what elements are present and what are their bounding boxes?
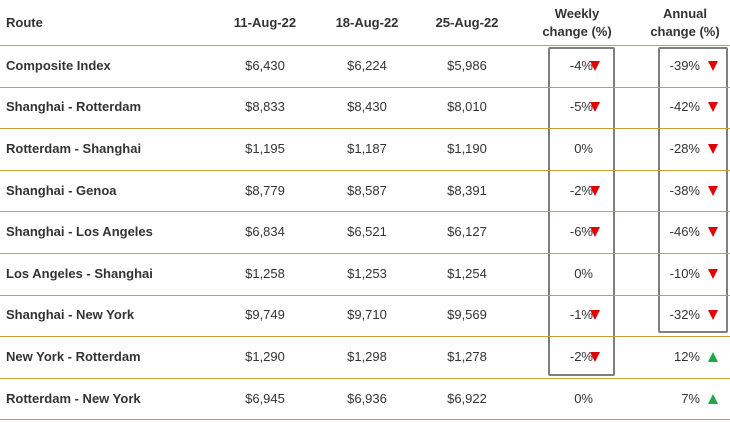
- table-cell: -2%: [569, 349, 593, 364]
- table-cell: 0%: [574, 141, 593, 156]
- table-cell: $1,195: [245, 141, 285, 156]
- route-name: Rotterdam - Shanghai: [6, 141, 142, 156]
- table-cell: $8,779: [245, 182, 285, 198]
- route-name: Shanghai - New York: [6, 307, 135, 323]
- table-cell: $8,430: [347, 99, 387, 115]
- table-cell: $9,710: [347, 307, 387, 323]
- route-name: New York - Rotterdam: [6, 349, 141, 364]
- row-divider: [0, 211, 730, 213]
- table-cell: 0%: [574, 265, 593, 281]
- table-cell: $1,253: [347, 265, 387, 281]
- table-cell: -6%: [569, 224, 593, 240]
- table-cell: $1,298: [347, 349, 387, 364]
- table-cell: $6,521: [347, 224, 387, 240]
- row-divider: [0, 45, 730, 46]
- column-header: 11-Aug-22: [233, 15, 297, 30]
- row-divider: [0, 86, 730, 88]
- column-header: Weekly: [554, 6, 600, 21]
- route-name: Shanghai - Genoa: [6, 182, 117, 198]
- table-cell: 12%: [673, 349, 700, 364]
- table-cell: $1,254: [447, 265, 487, 281]
- route-name: Shanghai - Rotterdam: [6, 99, 142, 115]
- column-header: Route: [6, 15, 43, 30]
- row-divider: [0, 253, 730, 254]
- column-header: 25-Aug-22: [435, 15, 499, 30]
- table-cell: 7%: [681, 390, 700, 406]
- arrow-icon: [590, 60, 600, 71]
- arrow-icon: [590, 310, 600, 321]
- table-cell: $9,569: [447, 307, 487, 323]
- table-cell: $6,936: [347, 390, 387, 406]
- table-cell: $8,833: [245, 99, 285, 115]
- table-cell: -32%: [669, 307, 700, 323]
- arrow-icon: [708, 352, 718, 362]
- arrow-icon: [708, 227, 718, 238]
- row-divider: [0, 377, 730, 379]
- table-cell: -46%: [669, 224, 700, 240]
- table-cell: $6,224: [347, 57, 387, 73]
- arrow-icon: [708, 102, 718, 113]
- table-cell: -5%: [569, 99, 593, 115]
- table-cell: $6,922: [447, 390, 487, 406]
- row-divider: [0, 128, 730, 130]
- route-name: Shanghai - Los Angeles: [6, 224, 153, 240]
- table-cell: $9,749: [245, 307, 285, 323]
- route-name: Los Angeles - Shanghai: [6, 265, 153, 281]
- table-cell: -1%: [569, 307, 593, 323]
- row-divider: [0, 419, 730, 421]
- arrow-icon: [590, 102, 600, 113]
- row-divider: [0, 294, 730, 296]
- arrow-icon: [590, 352, 600, 362]
- arrow-icon: [708, 185, 718, 196]
- arrow-icon: [708, 393, 718, 404]
- table-cell: $6,127: [447, 224, 487, 240]
- arrow-icon: [708, 144, 718, 154]
- table-cell: $6,834: [245, 224, 285, 240]
- table-cell: $1,258: [245, 265, 285, 281]
- highlight-box: [658, 47, 728, 333]
- table-cell: $8,391: [447, 182, 487, 198]
- table-cell: $1,290: [245, 349, 285, 364]
- arrow-icon: [708, 60, 718, 71]
- table-cell: $8,010: [447, 99, 487, 115]
- column-header: change (%): [650, 24, 720, 39]
- arrow-icon: [590, 227, 600, 238]
- table-cell: -28%: [669, 141, 700, 156]
- table-cell: $1,187: [347, 141, 387, 156]
- table-cell: 0%: [574, 390, 593, 406]
- arrow-icon: [590, 185, 600, 196]
- table-cell: $6,945: [245, 390, 285, 406]
- table-cell: $1,278: [447, 349, 487, 364]
- table-cell: $5,986: [447, 57, 487, 73]
- table-cell: $1,190: [447, 141, 487, 156]
- row-divider: [0, 336, 730, 338]
- table-cell: $6,430: [245, 57, 285, 73]
- table-cell: -38%: [669, 182, 700, 198]
- column-header: 18-Aug-22: [335, 15, 399, 30]
- route-name: Composite Index: [6, 57, 111, 73]
- table-cell: -39%: [669, 57, 700, 73]
- table-cell: -4%: [569, 57, 593, 73]
- table-cell: -10%: [669, 265, 700, 281]
- row-divider: [0, 169, 730, 171]
- column-header: Annual: [662, 6, 708, 21]
- table-cell: -42%: [669, 99, 700, 115]
- table-cell: $8,587: [347, 182, 387, 198]
- arrow-icon: [708, 268, 718, 279]
- arrow-icon: [708, 310, 718, 321]
- table-cell: -2%: [569, 182, 593, 198]
- column-header: change (%): [542, 24, 612, 39]
- route-name: Rotterdam - New York: [6, 390, 141, 406]
